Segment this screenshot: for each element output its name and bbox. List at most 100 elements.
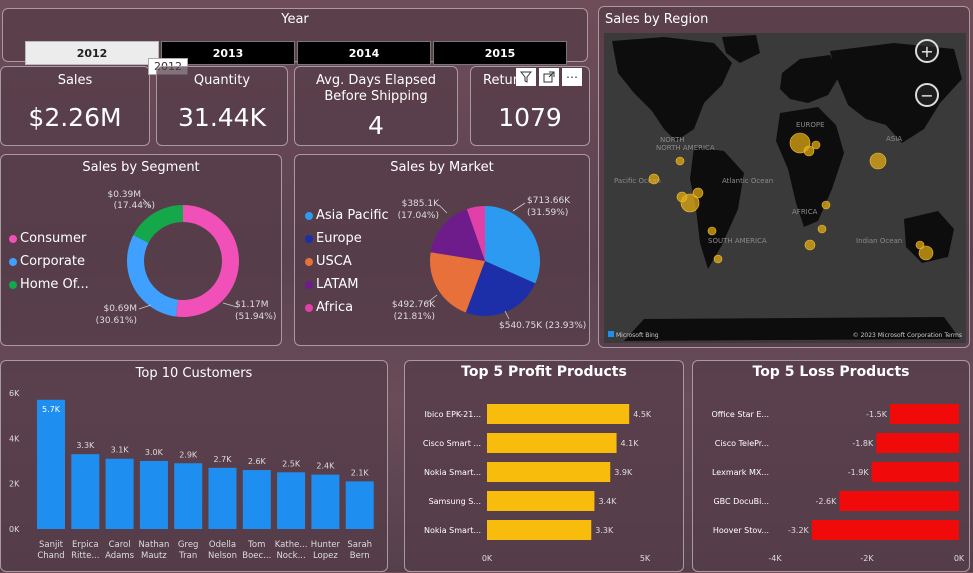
slice-corporate[interactable] bbox=[127, 235, 179, 317]
year-slicer: Year 2012 2013 2014 2015 bbox=[2, 8, 588, 65]
seg-leader-corporate bbox=[138, 304, 152, 310]
world-map[interactable]: NORTH NORTH AMERICA EUROPE ASIA AFRICA S… bbox=[604, 33, 966, 343]
focus-mode-icon[interactable] bbox=[539, 68, 559, 86]
map-label-sa: SOUTH AMERICA bbox=[708, 237, 767, 245]
map-bubble[interactable] bbox=[707, 226, 717, 236]
map-label-europe: EUROPE bbox=[796, 121, 825, 129]
kpi-days-value: 4 bbox=[368, 111, 384, 140]
product-value-label: -2.6K bbox=[816, 497, 838, 506]
zoom-in-button[interactable]: + bbox=[915, 39, 939, 63]
customer-name-label: Nathan bbox=[138, 540, 169, 550]
year-2014-button[interactable]: 2014 bbox=[297, 41, 431, 65]
slice-asia-pacific[interactable] bbox=[485, 206, 540, 284]
map-bubble[interactable] bbox=[675, 156, 685, 166]
map-bubble[interactable] bbox=[915, 240, 925, 250]
product-name-label: Cisco Smart ... bbox=[423, 439, 481, 448]
product-name-label: Nokia Smart... bbox=[424, 526, 481, 535]
customer-name-label: Kathe... bbox=[275, 540, 308, 550]
customer-bar[interactable] bbox=[139, 461, 168, 529]
filter-icon[interactable] bbox=[516, 68, 536, 86]
mkt-label-ap-1: $713.66K bbox=[527, 196, 571, 206]
customer-bar[interactable] bbox=[37, 399, 65, 529]
map-bubble[interactable] bbox=[918, 245, 934, 261]
map-bubble[interactable] bbox=[648, 173, 660, 185]
customer-bar[interactable] bbox=[174, 463, 203, 529]
product-bar[interactable] bbox=[487, 462, 611, 482]
customer-bar[interactable] bbox=[208, 467, 237, 529]
x-tick-label: 5K bbox=[640, 554, 651, 563]
kpi-returns-value: 1079 bbox=[498, 103, 562, 132]
product-value-label: -1.5K bbox=[866, 410, 888, 419]
map-footer-right: © 2023 Microsoft Corporation Terms bbox=[853, 332, 962, 339]
product-bar[interactable] bbox=[839, 491, 959, 511]
customer-value-label: 3.1K bbox=[111, 446, 130, 455]
product-bar[interactable] bbox=[487, 491, 595, 511]
legend-consumer[interactable]: Consumer bbox=[9, 231, 86, 246]
product-bar[interactable] bbox=[487, 433, 617, 453]
segment-card: Sales by Segment Consumer Corporate Home… bbox=[0, 154, 282, 346]
legend-africa[interactable]: Africa bbox=[305, 300, 353, 315]
map-bubble[interactable] bbox=[869, 152, 887, 170]
slice-latam[interactable] bbox=[430, 209, 485, 261]
legend-home-office-dot bbox=[9, 280, 17, 289]
customer-bar[interactable] bbox=[71, 454, 100, 529]
legend-latam-label: LATAM bbox=[316, 277, 359, 292]
year-2012-button[interactable]: 2012 bbox=[25, 41, 159, 65]
customer-name-label: Sarah bbox=[347, 540, 372, 550]
map-bubble[interactable] bbox=[811, 140, 821, 150]
slice-europe[interactable] bbox=[465, 261, 536, 316]
mkt-label-latam-2: (17.04%) bbox=[398, 211, 439, 221]
map-bubble[interactable] bbox=[803, 145, 815, 157]
map-label-indian: Indian Ocean bbox=[856, 237, 902, 245]
more-options-icon[interactable]: ⋯ bbox=[562, 68, 582, 86]
legend-corporate[interactable]: Corporate bbox=[9, 254, 85, 269]
product-bar[interactable] bbox=[811, 520, 959, 540]
customer-bar[interactable] bbox=[277, 472, 306, 529]
customer-name-label: Ritte... bbox=[71, 551, 99, 561]
map-bubble[interactable] bbox=[804, 239, 816, 251]
product-bar[interactable] bbox=[487, 404, 630, 424]
customer-name-label: Tom bbox=[247, 540, 265, 550]
legend-latam[interactable]: LATAM bbox=[305, 277, 358, 292]
slice-usca[interactable] bbox=[430, 252, 485, 313]
legend-europe-dot bbox=[305, 234, 313, 243]
product-bar[interactable] bbox=[876, 433, 959, 453]
legend-corporate-label: Corporate bbox=[20, 254, 85, 269]
product-bar[interactable] bbox=[487, 520, 592, 540]
map-bubble[interactable] bbox=[821, 200, 831, 210]
map-card: Sales by Region NORTH NORTH AMERICA EURO… bbox=[598, 6, 970, 348]
legend-asia-pacific[interactable]: Asia Pacific bbox=[305, 208, 389, 223]
legend-home-office[interactable]: Home Of... bbox=[9, 277, 89, 292]
slice-home-office[interactable] bbox=[133, 205, 183, 243]
slice-africa[interactable] bbox=[466, 206, 485, 261]
customer-name-label: Tran bbox=[178, 551, 197, 561]
map-bubble[interactable] bbox=[692, 187, 704, 199]
product-value-label: -1.9K bbox=[848, 468, 870, 477]
customer-name-label: Odella bbox=[209, 540, 236, 550]
map-bubble[interactable] bbox=[713, 254, 723, 264]
product-name-label: Samsung S... bbox=[429, 497, 481, 506]
customer-name-label: Boec... bbox=[242, 551, 271, 561]
map-australia bbox=[904, 211, 954, 263]
legend-europe[interactable]: Europe bbox=[305, 231, 362, 246]
customer-bar[interactable] bbox=[311, 474, 340, 529]
kpi-sales: Sales $2.26M bbox=[0, 66, 150, 146]
product-bar[interactable] bbox=[890, 404, 959, 424]
product-name-label: Nokia Smart... bbox=[424, 468, 481, 477]
product-bar[interactable] bbox=[871, 462, 959, 482]
customer-bar[interactable] bbox=[345, 481, 374, 529]
customer-bar[interactable] bbox=[242, 470, 271, 529]
year-2015-button[interactable]: 2015 bbox=[433, 41, 567, 65]
visual-header: ⋯ bbox=[516, 68, 582, 86]
legend-latam-dot bbox=[305, 280, 313, 289]
y-tick-label: 2K bbox=[9, 480, 20, 489]
customer-bar[interactable] bbox=[105, 458, 134, 529]
product-value-label: 3.3K bbox=[595, 526, 614, 535]
legend-home-office-label: Home Of... bbox=[20, 277, 89, 292]
slice-consumer[interactable] bbox=[175, 205, 239, 317]
map-bubble[interactable] bbox=[676, 191, 688, 203]
zoom-out-button[interactable]: − bbox=[915, 83, 939, 107]
map-bubble[interactable] bbox=[817, 224, 827, 234]
legend-usca[interactable]: USCA bbox=[305, 254, 352, 269]
